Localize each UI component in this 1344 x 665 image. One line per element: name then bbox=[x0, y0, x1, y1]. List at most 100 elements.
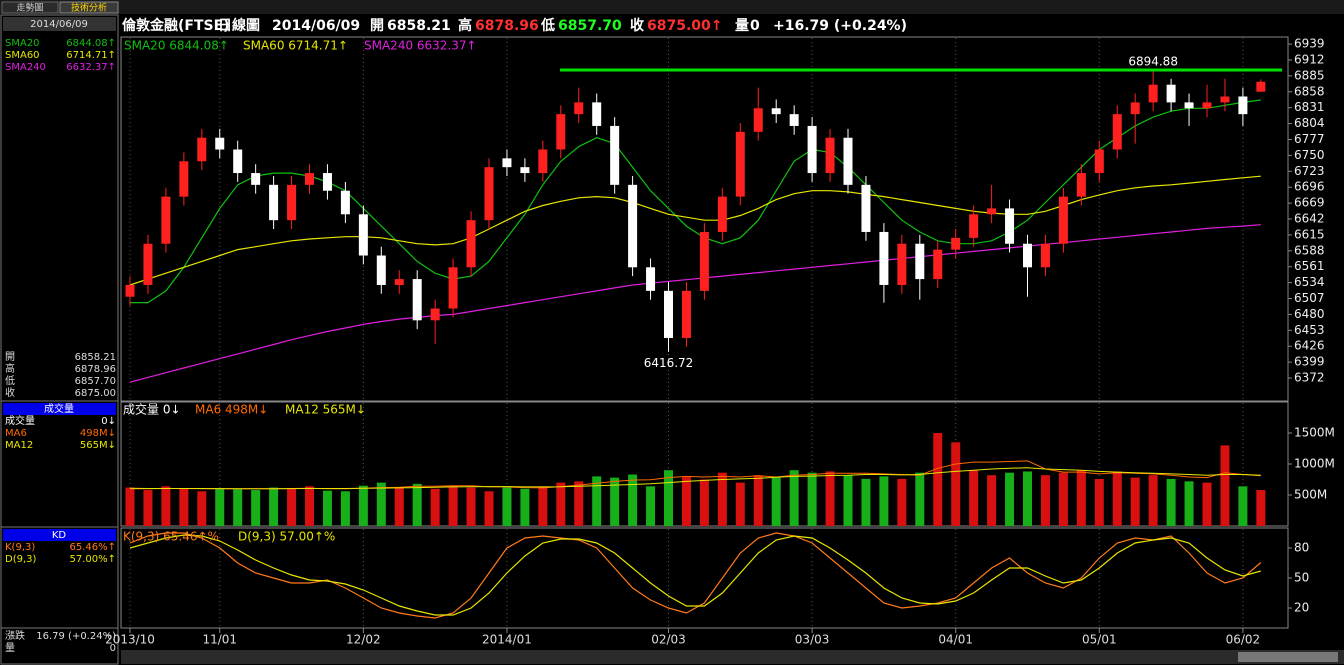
header-close: 6875.00↑ bbox=[647, 18, 723, 34]
volume-bar bbox=[251, 490, 261, 526]
y-tick-label: 20 bbox=[1294, 601, 1309, 615]
tab-active[interactable] bbox=[59, 1, 119, 14]
volume-bar bbox=[215, 488, 225, 526]
ma-label: SMA60 bbox=[5, 50, 40, 61]
y-tick-label: 6642 bbox=[1294, 212, 1325, 226]
scroll-thumb[interactable] bbox=[1238, 652, 1338, 662]
x-tick-label: 11/01 bbox=[202, 633, 237, 647]
volume-bar bbox=[681, 476, 691, 526]
volume-bar bbox=[879, 476, 889, 526]
kd-row-label: D(9,3) bbox=[5, 554, 37, 565]
y-tick-label: 6426 bbox=[1294, 339, 1325, 353]
header-open-label: 開 bbox=[370, 18, 384, 34]
kd-title: KD bbox=[52, 530, 67, 541]
tab[interactable] bbox=[1, 1, 59, 14]
sidebar-date-box bbox=[3, 17, 116, 31]
candle-body bbox=[664, 290, 673, 338]
header-low: 6857.70 bbox=[558, 18, 622, 34]
ma-label: SMA240 bbox=[5, 62, 46, 73]
candle-body bbox=[538, 149, 548, 174]
volume-bar bbox=[574, 481, 584, 526]
candle-body bbox=[322, 173, 332, 191]
candle-body bbox=[915, 243, 925, 280]
volume-bar bbox=[430, 488, 440, 526]
volume-bar bbox=[538, 486, 548, 526]
y-tick-label: 6723 bbox=[1294, 164, 1325, 178]
candle-body bbox=[1005, 208, 1015, 244]
volume-bar bbox=[753, 475, 763, 526]
volume-bar bbox=[340, 491, 350, 526]
candle-body bbox=[143, 243, 153, 285]
y-tick-label: 6858 bbox=[1294, 84, 1325, 98]
volume-bar bbox=[269, 487, 279, 526]
x-tick-label: 06/02 bbox=[1226, 633, 1261, 647]
y-tick-label: 6804 bbox=[1294, 116, 1325, 130]
high-annotation: 6894.88 bbox=[1128, 55, 1178, 69]
kd-line bbox=[129, 534, 1261, 616]
volume-bar bbox=[466, 487, 476, 526]
volume-row-value: 0↓ bbox=[101, 416, 116, 427]
volume-bar bbox=[502, 487, 512, 526]
header-volume: 0 bbox=[750, 18, 760, 34]
candle-body bbox=[556, 114, 566, 150]
volume-bar bbox=[1238, 486, 1248, 526]
candle-body bbox=[358, 214, 368, 256]
candle-body bbox=[951, 237, 961, 250]
y-tick-label: 6507 bbox=[1294, 291, 1325, 305]
ma-line bbox=[129, 175, 1261, 286]
candle-body bbox=[125, 284, 135, 297]
x-tick-label: 04/01 bbox=[938, 633, 973, 647]
quote-value: 6858.21 bbox=[75, 352, 116, 363]
volume-bar bbox=[197, 491, 207, 526]
x-tick-label: 12/02 bbox=[346, 633, 381, 647]
y-tick-label: 6399 bbox=[1294, 355, 1325, 369]
candle-body bbox=[1184, 102, 1194, 109]
candle-body bbox=[197, 137, 207, 162]
volume-bar bbox=[915, 472, 925, 526]
y-tick-label: 6777 bbox=[1294, 132, 1325, 146]
candle-body bbox=[1220, 96, 1230, 103]
tab-bar bbox=[0, 0, 1344, 14]
ma-value: 6844.08↑ bbox=[66, 38, 116, 49]
quote-value: 6875.00 bbox=[75, 388, 116, 399]
kd-row-value: 57.00%↑ bbox=[69, 554, 116, 565]
volume-row-value: 565M↓ bbox=[80, 440, 116, 451]
volume-bar bbox=[1166, 478, 1176, 526]
quote-label: 低 bbox=[5, 374, 15, 387]
y-tick-label: 6939 bbox=[1294, 37, 1325, 51]
volume-bar bbox=[1040, 475, 1050, 526]
y-tick-label: 6561 bbox=[1294, 259, 1325, 273]
candle-body bbox=[1040, 243, 1050, 268]
candle-body bbox=[969, 214, 979, 238]
volume-title: 成交量 bbox=[44, 402, 74, 415]
header-close-label: 收 bbox=[630, 17, 645, 34]
volume-bar bbox=[287, 488, 297, 526]
scrollbar[interactable] bbox=[121, 650, 1344, 664]
volume-bar bbox=[1130, 477, 1140, 526]
y-tick-label: 1500M bbox=[1294, 426, 1335, 440]
y-tick-label: 50 bbox=[1294, 571, 1309, 585]
y-tick-label: 6750 bbox=[1294, 148, 1325, 162]
volume-bar bbox=[1220, 445, 1230, 526]
legend-entry: K(9,3) 65.46↑% bbox=[123, 530, 219, 544]
candle-body bbox=[340, 190, 350, 215]
candle-body bbox=[466, 220, 476, 268]
candle-body bbox=[843, 137, 853, 185]
candle-body bbox=[215, 137, 225, 150]
volume-bar bbox=[161, 486, 171, 526]
volume-bar bbox=[1058, 472, 1068, 526]
candle-body bbox=[592, 102, 602, 126]
volume-bar bbox=[717, 472, 727, 526]
candle-body bbox=[699, 231, 709, 291]
volume-bar bbox=[412, 483, 422, 526]
volume-bar bbox=[1184, 481, 1194, 526]
volume-bar bbox=[556, 482, 566, 526]
volume-bar bbox=[322, 490, 332, 526]
candle-body bbox=[1202, 102, 1212, 109]
candle-body bbox=[789, 114, 799, 126]
candle-body bbox=[412, 279, 422, 321]
volume-bar bbox=[789, 470, 799, 526]
change-row-label: 漲跌 bbox=[5, 629, 25, 642]
volume-bar bbox=[1148, 475, 1158, 526]
